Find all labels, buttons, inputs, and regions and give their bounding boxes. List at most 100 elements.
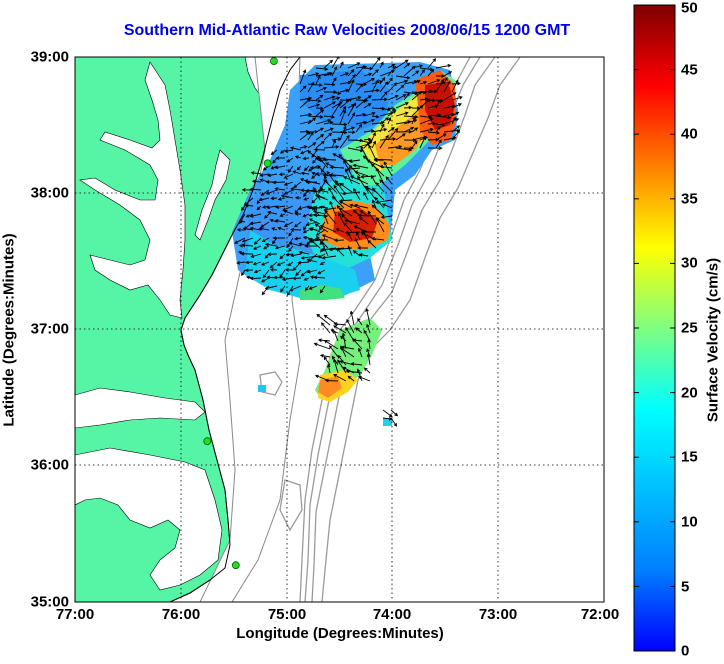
velocity-arrow <box>294 155 302 159</box>
velocity-arrow <box>307 117 317 125</box>
velocity-arrow <box>443 92 457 101</box>
velocity-arrow <box>298 242 310 247</box>
velocity-arrow <box>241 243 254 247</box>
velocity-arrow <box>266 205 278 210</box>
velocity-arrow <box>307 99 322 103</box>
velocity-arrow <box>367 338 371 350</box>
velocity-arrow <box>379 179 393 193</box>
velocity-arrow <box>319 261 326 265</box>
velocity-arrow <box>363 367 371 374</box>
velocity-arrow <box>307 81 315 93</box>
velocity-arrow <box>352 163 369 169</box>
velocity-arrow <box>352 337 363 350</box>
velocity-arrow <box>323 179 337 193</box>
colorbar-tick-label: 30 <box>681 254 698 272</box>
colorbar-tick-label: 50 <box>681 0 698 17</box>
velocity-arrow <box>370 163 385 177</box>
velocity-arrow <box>236 228 246 232</box>
velocity-arrow <box>350 362 363 366</box>
velocity-arrow <box>427 121 437 126</box>
velocity-arrow <box>383 161 393 177</box>
velocity-arrow <box>321 322 331 334</box>
velocity-arrow <box>339 134 350 149</box>
velocity-arrow <box>395 129 413 134</box>
velocity-arrow <box>331 195 345 209</box>
velocity-arrow <box>451 95 463 101</box>
velocity-arrow <box>321 234 337 241</box>
velocity-arrow <box>367 239 377 249</box>
velocity-arrow <box>317 155 329 169</box>
colorbar-tick-label: 40 <box>681 125 698 143</box>
velocity-arrow <box>387 117 392 125</box>
velocity-arrow <box>390 417 398 427</box>
velocity-arrow <box>241 269 246 276</box>
velocity-arrow <box>240 251 254 256</box>
coastline <box>169 57 301 602</box>
velocity-arrow <box>371 199 377 209</box>
velocity-arrow <box>308 237 329 242</box>
velocity-arrow <box>272 157 278 164</box>
velocity-arrow <box>379 107 392 112</box>
velocity-arrow <box>371 97 388 102</box>
colorbar-tick-label: 15 <box>681 448 698 466</box>
velocity-arrow <box>283 209 294 215</box>
velocity-arrow <box>363 111 376 117</box>
velocity-arrow <box>300 269 310 277</box>
velocity-arrow <box>367 210 377 225</box>
velocity-arrow <box>294 236 302 241</box>
colorbar-tick-label: 45 <box>681 61 698 79</box>
velocity-arrow <box>435 115 452 120</box>
velocity-arrow <box>332 358 339 374</box>
velocity-arrow <box>329 200 337 217</box>
velocity-arrow <box>368 144 377 161</box>
velocity-arrow <box>331 130 348 135</box>
velocity-arrow <box>289 146 302 151</box>
velocity-arrow <box>333 325 347 334</box>
velocity-arrow <box>293 181 302 188</box>
colorbar <box>633 4 676 652</box>
velocity-arrow <box>323 101 337 109</box>
velocity-arrow <box>276 261 286 266</box>
y-tick-label: 35:00 <box>30 593 69 611</box>
velocity-arrow <box>307 83 323 87</box>
velocity-arrow <box>343 222 353 233</box>
velocity-arrow <box>353 187 361 201</box>
velocity-arrow <box>262 269 270 279</box>
velocity-arrow <box>379 81 389 93</box>
velocity-arrow <box>269 261 278 269</box>
velocity-arrow <box>306 258 318 263</box>
velocity-arrow <box>347 95 362 101</box>
x-tick-label: 77:00 <box>55 606 95 623</box>
velocity-arrow <box>332 153 345 161</box>
velocity-vectors <box>234 57 463 427</box>
velocity-arrow <box>395 59 409 69</box>
velocity-arrow <box>249 221 262 226</box>
velocity-arrow <box>262 205 270 209</box>
velocity-arrow <box>290 253 302 258</box>
velocity-arrow <box>321 255 337 260</box>
velocity-arrow <box>354 170 369 177</box>
velocity-arrow <box>315 106 324 111</box>
velocity-arrow <box>451 129 461 141</box>
velocity-arrow <box>251 179 262 184</box>
velocity-arrow <box>395 84 405 93</box>
velocity-arrow <box>271 227 278 231</box>
colorbar-tick-label: 20 <box>681 384 698 402</box>
velocity-arrow <box>387 127 399 141</box>
velocity-arrow <box>411 70 420 77</box>
velocity-arrow <box>411 127 419 133</box>
velocity-arrow <box>333 374 347 382</box>
velocity-arrow <box>347 78 355 93</box>
velocity-arrow <box>331 102 341 117</box>
velocity-arrow <box>275 156 286 160</box>
velocity-arrow <box>265 180 278 184</box>
velocity-arrow <box>313 275 326 280</box>
station-marker <box>269 57 278 65</box>
velocity-arrow <box>311 197 318 204</box>
y-tick-label: 37:00 <box>30 320 69 338</box>
velocity-arrow <box>419 97 429 102</box>
velocity-arrow <box>355 327 363 334</box>
velocity-arrow <box>381 203 393 209</box>
velocity-arrow <box>279 213 286 217</box>
velocity-arrow <box>341 332 347 350</box>
